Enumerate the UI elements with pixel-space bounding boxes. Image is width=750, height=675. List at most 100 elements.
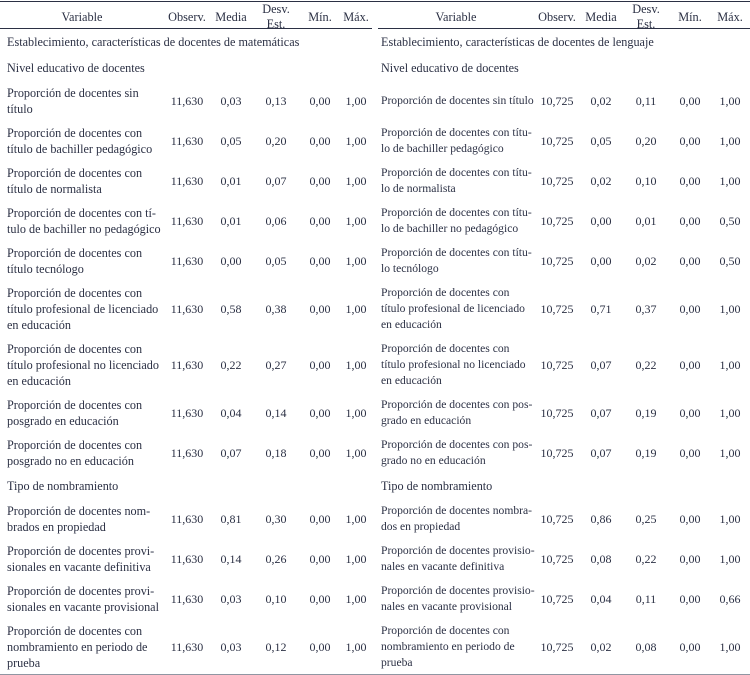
desv-est-value: 0,25 xyxy=(635,511,657,526)
media-value: 0,58 xyxy=(220,301,242,316)
max-value: 1,00 xyxy=(345,511,367,526)
max-value: 1,00 xyxy=(345,445,367,460)
section-row: Nivel educativo de docentes xyxy=(378,55,750,81)
table-row: Proporción de docentes con títu- lo de b… xyxy=(378,121,750,161)
max-value: 1,00 xyxy=(719,405,741,420)
min-value: 0,00 xyxy=(679,93,701,108)
min-value: 0,00 xyxy=(309,93,331,108)
column-header-max: Máx. xyxy=(717,9,743,24)
variable-label: Proporción de docentes con tí- tulo de b… xyxy=(7,206,161,236)
max-value: 1,00 xyxy=(345,253,367,268)
media-value: 0,22 xyxy=(220,357,242,372)
section-label: Establecimiento, características de doce… xyxy=(381,34,654,49)
variable-label: Proporción de docentes con títu- lo de n… xyxy=(381,166,532,195)
media-value: 0,86 xyxy=(590,511,612,526)
desv-est-value: 0,18 xyxy=(265,445,287,460)
media-value: 0,71 xyxy=(590,301,612,316)
variable-label: Proporción de docentes sin título xyxy=(381,94,534,107)
table-row: Proporción de docentes con título de nor… xyxy=(0,161,372,201)
section-label: Establecimiento, características de doce… xyxy=(7,34,300,49)
table-row: Proporción de docentes nombra- dos en pr… xyxy=(378,499,750,539)
table-row: Proporción de docentes con título de bac… xyxy=(0,121,372,161)
variable-label: Proporción de docentes provisio- nales e… xyxy=(381,584,535,613)
variable-label: Proporción de docentes con título profes… xyxy=(7,342,159,388)
media-value: 0,02 xyxy=(590,93,612,108)
min-value: 0,00 xyxy=(309,405,331,420)
desv-est-value: 0,05 xyxy=(265,253,287,268)
variable-label: Proporción de docentes con posgrado no e… xyxy=(7,438,143,468)
column-header-variable: Variable xyxy=(435,9,477,24)
max-value: 0,66 xyxy=(719,591,741,606)
table-row: Proporción de docentes con pos- grado no… xyxy=(378,433,750,473)
desv-est-value: 0,11 xyxy=(635,93,657,108)
observ-value: 10,725 xyxy=(540,357,574,372)
min-value: 0,00 xyxy=(679,405,701,420)
variable-label: Proporción de docentes provisio- nales e… xyxy=(381,544,535,573)
max-value: 1,00 xyxy=(719,357,741,372)
variable-label: Proporción de docentes con título de nor… xyxy=(7,166,143,196)
min-value: 0,00 xyxy=(309,357,331,372)
column-header-desv-est: Desv. Est. xyxy=(632,2,660,31)
max-value: 1,00 xyxy=(345,93,367,108)
max-value: 1,00 xyxy=(719,173,741,188)
max-value: 1,00 xyxy=(345,591,367,606)
min-value: 0,00 xyxy=(309,301,331,316)
variable-label: Proporción de docentes con título de bac… xyxy=(7,126,153,156)
min-value: 0,00 xyxy=(679,357,701,372)
desv-est-value: 0,10 xyxy=(635,173,657,188)
min-value: 0,00 xyxy=(309,445,331,460)
observ-value: 10,725 xyxy=(540,301,574,316)
media-value: 0,14 xyxy=(220,551,242,566)
min-value: 0,00 xyxy=(309,173,331,188)
table-row: Proporción de docentes con título tecnól… xyxy=(0,241,372,281)
section-label: Tipo de nombramiento xyxy=(381,478,493,493)
column-header-observ: Observ. xyxy=(538,9,576,24)
desv-est-value: 0,01 xyxy=(635,213,657,228)
desv-est-value: 0,02 xyxy=(635,253,657,268)
min-value: 0,00 xyxy=(309,551,331,566)
table-row: Proporción de docentes sin título 11,630… xyxy=(0,81,372,121)
max-value: 1,00 xyxy=(719,551,741,566)
variable-label: Proporción de docentes con nombramiento … xyxy=(7,624,148,670)
max-value: 1,00 xyxy=(345,405,367,420)
variable-label: Proporción de docentes con título profes… xyxy=(7,286,159,332)
media-value: 0,02 xyxy=(590,639,612,654)
variable-label: Proporción de docentes sin título xyxy=(7,86,139,116)
min-value: 0,00 xyxy=(309,253,331,268)
variable-label: Proporción de docentes nombra- dos en pr… xyxy=(381,504,532,533)
max-value: 0,50 xyxy=(719,213,741,228)
desv-est-value: 0,06 xyxy=(265,213,287,228)
max-value: 1,00 xyxy=(719,445,741,460)
variable-label: Proporción de docentes con título profes… xyxy=(381,286,525,331)
table-row: Proporción de docentes con título profes… xyxy=(0,337,372,393)
desv-est-value: 0,26 xyxy=(265,551,287,566)
media-value: 0,07 xyxy=(590,445,612,460)
table-row: Proporción de docentes con título profes… xyxy=(378,337,750,393)
desv-est-value: 0,37 xyxy=(635,301,657,316)
observ-value: 11,630 xyxy=(170,445,204,460)
table-row: Proporción de docentes nom- brados en pr… xyxy=(0,499,372,539)
column-header-desv-est: Desv. Est. xyxy=(262,2,290,31)
variable-label: Proporción de docentes con pos- grado no… xyxy=(381,438,533,467)
min-value: 0,00 xyxy=(679,253,701,268)
media-value: 0,00 xyxy=(220,253,242,268)
section-label: Nivel educativo de docentes xyxy=(7,60,145,75)
table-row: Proporción de docentes con nombramiento … xyxy=(378,619,750,675)
media-value: 0,03 xyxy=(220,639,242,654)
observ-value: 11,630 xyxy=(170,639,204,654)
variable-label: Proporción de docentes con títu- lo de b… xyxy=(381,126,532,155)
media-value: 0,05 xyxy=(220,133,242,148)
column-header-observ: Observ. xyxy=(168,9,206,24)
observ-value: 10,725 xyxy=(540,511,574,526)
desv-est-value: 0,14 xyxy=(265,405,287,420)
observ-value: 11,630 xyxy=(170,551,204,566)
desv-est-value: 0,07 xyxy=(265,173,287,188)
min-value: 0,00 xyxy=(309,639,331,654)
desv-est-value: 0,19 xyxy=(635,445,657,460)
media-value: 0,03 xyxy=(220,591,242,606)
max-value: 1,00 xyxy=(719,133,741,148)
section-row: Tipo de nombramiento xyxy=(0,473,372,499)
table-row: Proporción de docentes con título profes… xyxy=(0,281,372,337)
